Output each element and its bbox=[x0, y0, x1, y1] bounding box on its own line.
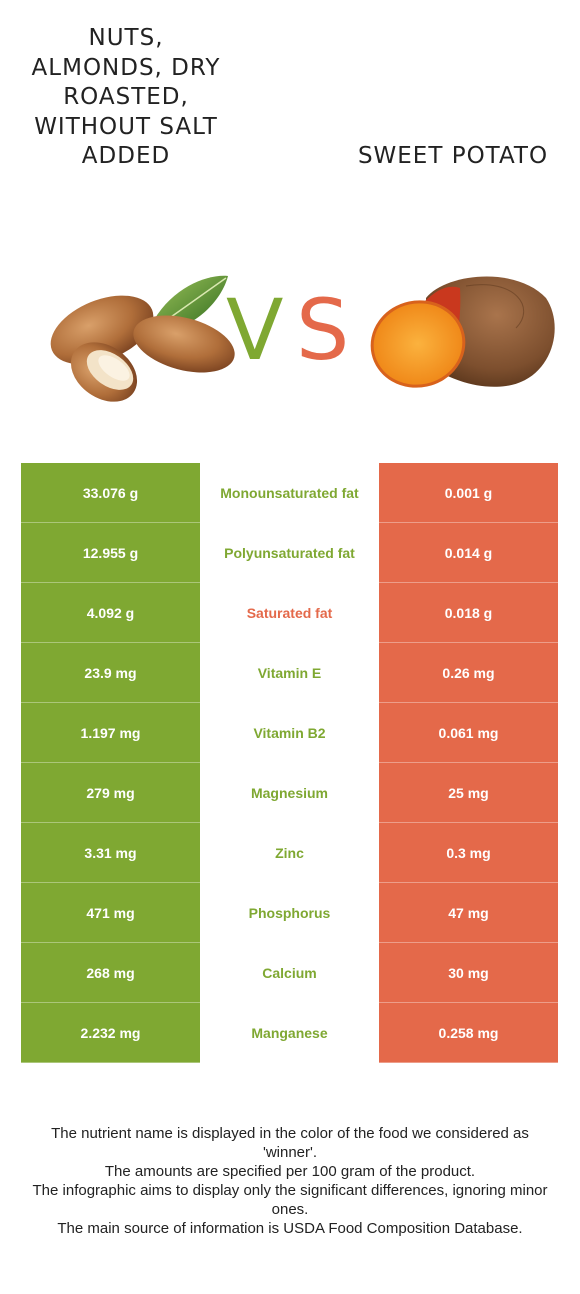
table-row: 2.232 mg Manganese 0.258 mg bbox=[21, 1003, 558, 1063]
right-value: 0.258 mg bbox=[379, 1003, 558, 1063]
right-value: 0.018 g bbox=[379, 583, 558, 643]
nutrient-name: Magnesium bbox=[200, 763, 379, 823]
table-row: 1.197 mg Vitamin B2 0.061 mg bbox=[21, 703, 558, 763]
footer-notes: The nutrient name is displayed in the co… bbox=[30, 1124, 550, 1238]
left-value: 471 mg bbox=[21, 883, 200, 943]
table-row: 23.9 mg Vitamin E 0.26 mg bbox=[21, 643, 558, 703]
nutrient-name: Calcium bbox=[200, 943, 379, 1003]
vs-letter-s: S bbox=[296, 281, 350, 379]
right-value: 0.26 mg bbox=[379, 643, 558, 703]
footer-line: The amounts are specified per 100 gram o… bbox=[104, 1163, 476, 1180]
right-value: 0.061 mg bbox=[379, 703, 558, 763]
nutrient-name: Polyunsaturated fat bbox=[200, 523, 379, 583]
nutrient-name: Phosphorus bbox=[200, 883, 379, 943]
nutrient-name: Vitamin B2 bbox=[200, 703, 379, 763]
left-value: 2.232 mg bbox=[21, 1003, 200, 1063]
left-value: 33.076 g bbox=[21, 463, 200, 523]
footer-line: The nutrient name is displayed in the co… bbox=[51, 1125, 529, 1161]
comparison-table: 33.076 g Monounsaturated fat 0.001 g 12.955… bbox=[21, 463, 558, 1063]
nutrient-name: Monounsaturated fat bbox=[200, 463, 379, 523]
left-value: 3.31 mg bbox=[21, 823, 200, 883]
sweet-potato-image bbox=[370, 276, 555, 388]
left-value: 268 mg bbox=[21, 943, 200, 1003]
table-row: 279 mg Magnesium 25 mg bbox=[21, 763, 558, 823]
left-value: 279 mg bbox=[21, 763, 200, 823]
right-food-title: Sweet potato bbox=[357, 143, 549, 169]
right-value: 30 mg bbox=[379, 943, 558, 1003]
right-value: 0.3 mg bbox=[379, 823, 558, 883]
right-value: 0.001 g bbox=[379, 463, 558, 523]
right-value: 0.014 g bbox=[379, 523, 558, 583]
table-row: 12.955 g Polyunsaturated fat 0.014 g bbox=[21, 523, 558, 583]
footer-line: The main source of information is USDA F… bbox=[57, 1220, 523, 1237]
nutrient-name: Zinc bbox=[200, 823, 379, 883]
left-value: 12.955 g bbox=[21, 523, 200, 583]
almonds-image bbox=[50, 275, 235, 402]
right-value: 25 mg bbox=[379, 763, 558, 823]
left-food-title: Nuts, almonds, dry roasted, without salt… bbox=[31, 25, 221, 169]
table-row: 4.092 g Saturated fat 0.018 g bbox=[21, 583, 558, 643]
nutrient-name: Vitamin E bbox=[200, 643, 379, 703]
table-row: 471 mg Phosphorus 47 mg bbox=[21, 883, 558, 943]
left-value: 23.9 mg bbox=[21, 643, 200, 703]
nutrient-name: Saturated fat bbox=[200, 583, 379, 643]
footer-line: The infographic aims to display only the… bbox=[32, 1182, 548, 1218]
table-row: 268 mg Calcium 30 mg bbox=[21, 943, 558, 1003]
vs-letter-v: V bbox=[226, 281, 284, 379]
right-value: 47 mg bbox=[379, 883, 558, 943]
nutrient-name: Manganese bbox=[200, 1003, 379, 1063]
table-row: 3.31 mg Zinc 0.3 mg bbox=[21, 823, 558, 883]
table-row: 33.076 g Monounsaturated fat 0.001 g bbox=[21, 463, 558, 523]
left-value: 1.197 mg bbox=[21, 703, 200, 763]
left-value: 4.092 g bbox=[21, 583, 200, 643]
